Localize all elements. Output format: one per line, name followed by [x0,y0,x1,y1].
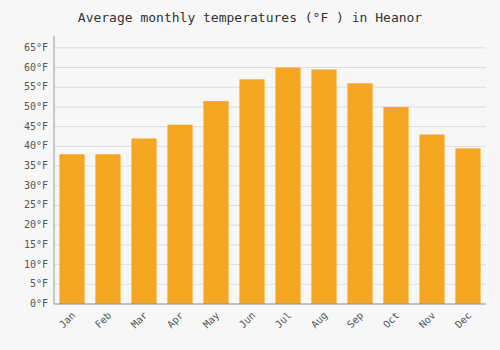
bar [239,79,264,304]
chart-container: 0°F 5°F 10°F 15°F 20°F 25°F 30°F 35°F 40°F 45°F 50… [0,0,500,350]
y-tick-label: 30°F [24,180,48,191]
bar [347,83,372,304]
bar [59,154,84,304]
y-tick-label: 20°F [24,219,48,230]
bar [311,70,336,305]
y-tick-label: 25°F [24,199,48,210]
y-tick-label: 55°F [24,81,48,92]
x-axis: Jan Feb Mar Apr May Jun Jul Aug Sep Oct Nov Dec [54,304,486,330]
title: Average monthly temperatures (°F ) in He… [78,10,423,25]
bars [59,68,480,304]
chart-svg: 0°F 5°F 10°F 15°F 20°F 25°F 30°F 35°F 40°F 45°F 50… [0,0,500,350]
page: {"chart_data": {"type": "bar", "title": … [0,0,500,350]
x-tick-label: Apr [165,310,186,331]
x-tick-label: May [201,310,222,331]
x-tick-label: Jul [273,310,294,331]
x-tick-label: Dec [453,310,474,331]
y-axis-line [54,36,55,304]
grid-line [54,67,486,68]
grid-line [54,47,486,48]
grid [54,48,486,304]
bar [275,68,300,304]
x-tick-label: Jun [237,310,258,331]
bar [131,138,156,304]
x-tick-label: Nov [417,310,438,331]
y-axis: 0°F 5°F 10°F 15°F 20°F 25°F 30°F 35°F 40°F 45°F 50… [24,36,54,309]
bar [95,154,120,304]
y-tick-label: 45°F [24,121,48,132]
y-tick-label: 15°F [24,239,48,250]
y-tick-label: 5°F [30,278,48,289]
x-tick-label: Mar [129,310,150,331]
grid-line [54,106,486,107]
x-tick-label: Sep [345,310,366,331]
y-tick-label: 50°F [24,101,48,112]
grid-line [54,304,486,305]
grid-line [54,126,486,127]
bar [167,125,192,304]
y-tick-label: 35°F [24,160,48,171]
bar [419,135,444,304]
bar [203,101,228,304]
x-tick-label: Oct [381,310,402,331]
y-tick-label: 40°F [24,140,48,151]
x-axis-line [54,304,486,305]
grid-line [54,87,486,88]
y-tick-label: 10°F [24,259,48,270]
y-tick-label: 65°F [24,42,48,53]
bar [455,148,480,304]
x-tick-label: Aug [309,310,330,331]
bar [383,107,408,304]
y-tick-label: 60°F [24,62,48,73]
x-tick-label: Jan [57,310,78,331]
x-tick-label: Feb [93,310,114,331]
y-tick-label: 0°F [30,298,48,309]
